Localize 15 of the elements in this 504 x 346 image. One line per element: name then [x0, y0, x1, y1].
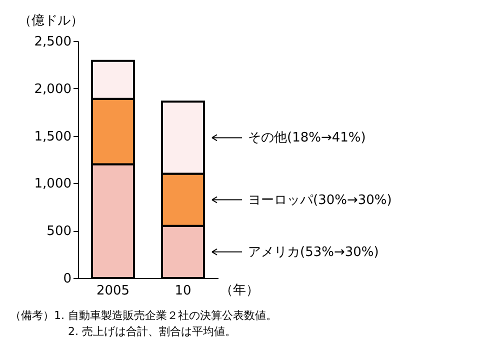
x-tick-label: 10	[174, 284, 192, 298]
text: （備考）1. 自動車製造販売企業２社の決算公表数値。	[10, 309, 277, 322]
text: 2. 売上げは合計、割合は平均値。	[68, 325, 236, 338]
x-tick-label: 2005	[96, 284, 130, 298]
y-axis-title: （億ドル）	[18, 14, 84, 28]
y-tick-label: 1,500	[34, 129, 72, 144]
x-axis-title: （年）	[220, 283, 259, 298]
y-tick-label: 2,500	[34, 34, 72, 50]
y-tick-label: 1,000	[34, 176, 72, 192]
y-tick-label: 2,000	[34, 82, 72, 97]
legend-label: ヨーロッパ(30%→30%)	[248, 192, 392, 208]
legend-label: アメリカ(53%→30%)	[248, 244, 379, 260]
y-tick-label: 0	[63, 272, 72, 286]
legend-label: その他(18%→41%)	[248, 130, 366, 146]
y-tick-label: 500	[46, 224, 72, 240]
